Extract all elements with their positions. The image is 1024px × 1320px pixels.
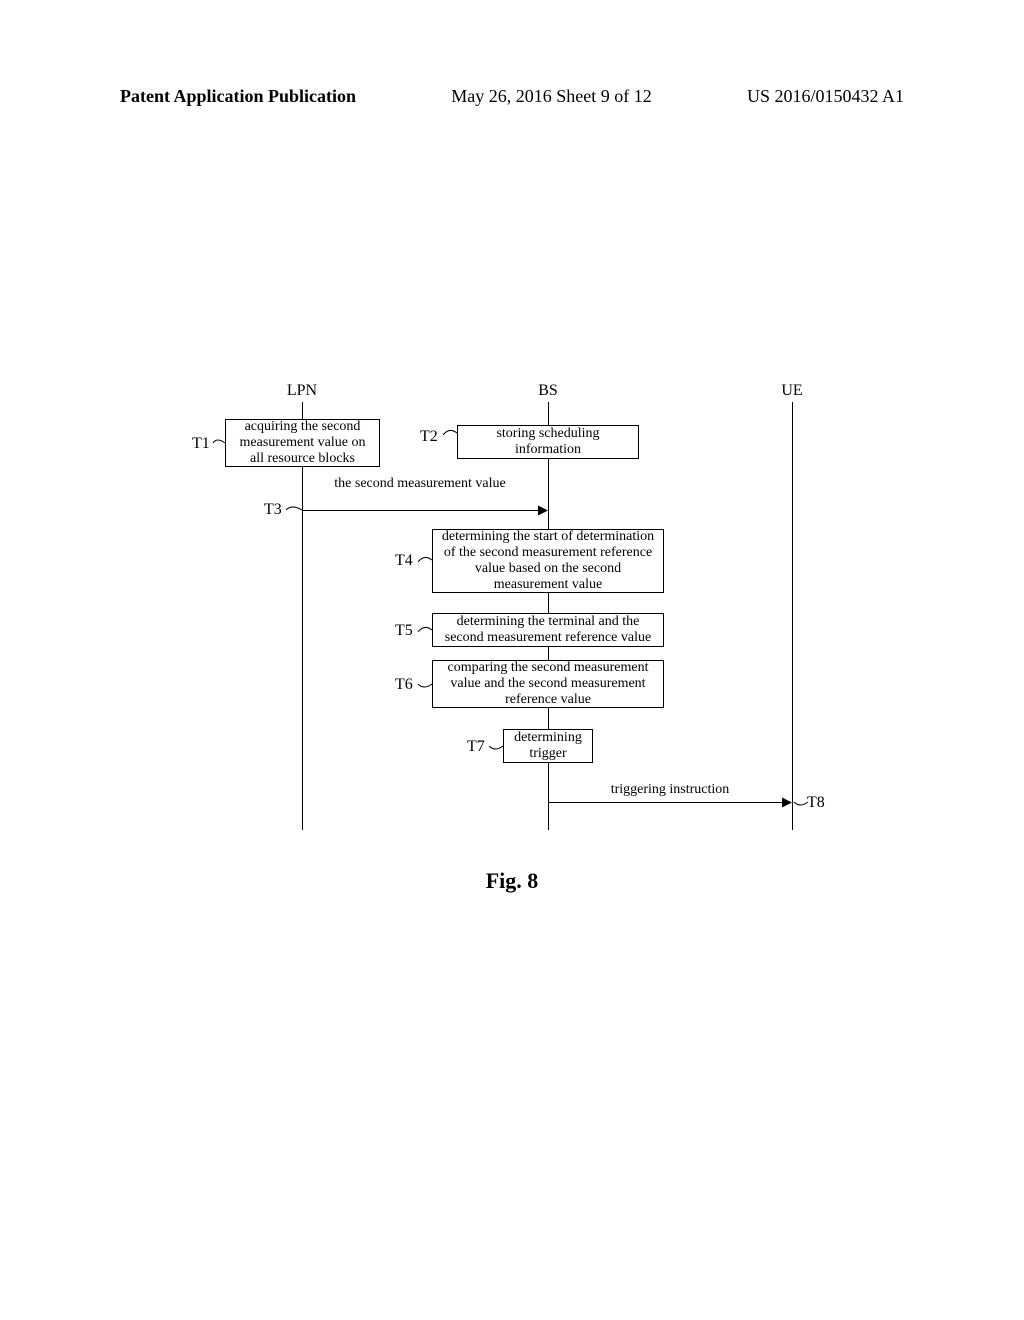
connector-t6 [416,676,434,692]
lifeline-ue [792,402,793,830]
connector-t1 [211,435,227,451]
connector-t7 [487,738,505,754]
page-header: Patent Application Publication May 26, 2… [0,86,1024,107]
arrow-t8 [548,802,782,803]
step-t5-text: determining the terminal and the second … [439,614,657,646]
connector-t8 [792,794,810,810]
step-t3-tag: T3 [264,501,282,519]
arrow-t8-head [782,798,792,808]
connector-t2 [441,425,459,441]
step-t5-tag: T5 [395,622,413,640]
arrow-t3-head [538,506,548,516]
step-t4-tag: T4 [395,552,413,570]
step-t7-box: determining trigger [503,729,593,763]
step-t1-tag: T1 [192,435,210,453]
publication-number: US 2016/0150432 A1 [747,86,904,107]
step-t2-box: storing scheduling information [457,425,639,459]
step-t5-box: determining the terminal and the second … [432,613,664,647]
page: Patent Application Publication May 26, 2… [0,0,1024,1320]
msg-t3-label: the second measurement value [320,476,520,492]
step-t7-text: determining trigger [510,730,586,762]
step-t4-text: determining the start of determination o… [439,529,657,593]
step-t6-tag: T6 [395,676,413,694]
step-t2-text: storing scheduling information [464,426,632,458]
connector-t4 [416,552,434,568]
step-t4-box: determining the start of determination o… [432,529,664,593]
step-t7-tag: T7 [467,738,485,756]
step-t1-box: acquiring the second measurement value o… [225,419,380,467]
actor-bs: BS [538,382,558,400]
arrow-t3 [302,510,538,511]
publication-type: Patent Application Publication [120,86,356,107]
sheet-info: May 26, 2016 Sheet 9 of 12 [451,86,651,107]
figure-caption: Fig. 8 [486,868,539,894]
connector-t3 [284,502,304,518]
step-t1-text: acquiring the second measurement value o… [232,419,373,467]
step-t6-text: comparing the second measurement value a… [439,660,657,708]
actor-lpn: LPN [287,382,317,400]
step-t6-box: comparing the second measurement value a… [432,660,664,708]
msg-t8-label: triggering instruction [570,782,770,798]
actor-ue: UE [781,382,802,400]
step-t2-tag: T2 [420,428,438,446]
connector-t5 [416,622,434,638]
